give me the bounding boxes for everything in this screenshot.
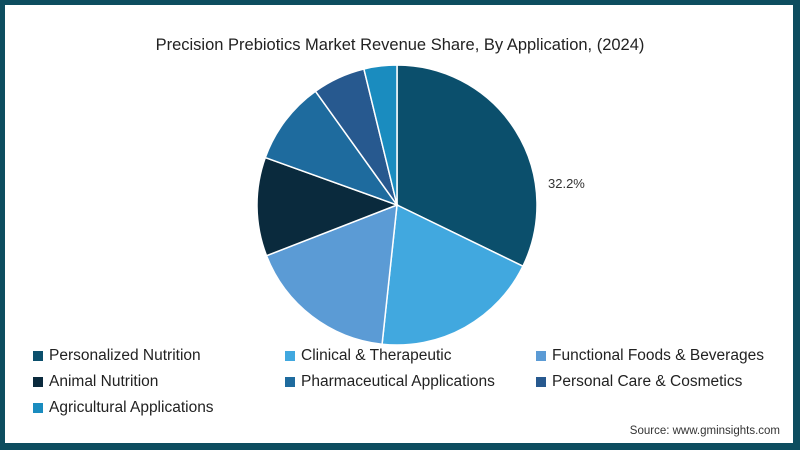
legend-swatch [285,377,295,387]
legend-label: Personal Care & Cosmetics [552,373,743,390]
slice-label-personalized-nutrition: 32.2% [548,176,585,191]
legend-label: Pharmaceutical Applications [301,373,495,390]
legend-item: Personal Care & Cosmetics [536,373,742,391]
legend-swatch [536,351,546,361]
legend-item: Clinical & Therapeutic [285,347,451,365]
legend-item: Animal Nutrition [33,373,158,391]
pie-slice [256,156,400,257]
legend-item: Agricultural Applications [33,399,214,417]
legend-swatch [33,351,43,361]
legend-swatch [285,351,295,361]
legend-label: Functional Foods & Beverages [552,347,764,364]
pie-slice [264,90,400,207]
legend-label: Agricultural Applications [49,399,214,416]
pie-slice [396,64,538,268]
legend-label: Animal Nutrition [49,373,159,390]
legend-label: Personalized Nutrition [49,347,201,364]
chart-title: Precision Prebiotics Market Revenue Shar… [155,36,645,54]
legend-swatch [33,403,43,413]
legend-item: Personalized Nutrition [33,347,201,365]
pie-slice [381,203,524,346]
pie-slice [265,203,398,346]
source-note: Source: www.gminsights.com [629,425,780,437]
pie-slice [362,64,398,206]
legend-label: Clinical & Therapeutic [301,347,452,364]
legend-item: Functional Foods & Beverages [536,347,764,365]
legend-swatch [536,377,546,387]
legend-item: Pharmaceutical Applications [285,373,495,391]
legend-swatch [33,377,43,387]
